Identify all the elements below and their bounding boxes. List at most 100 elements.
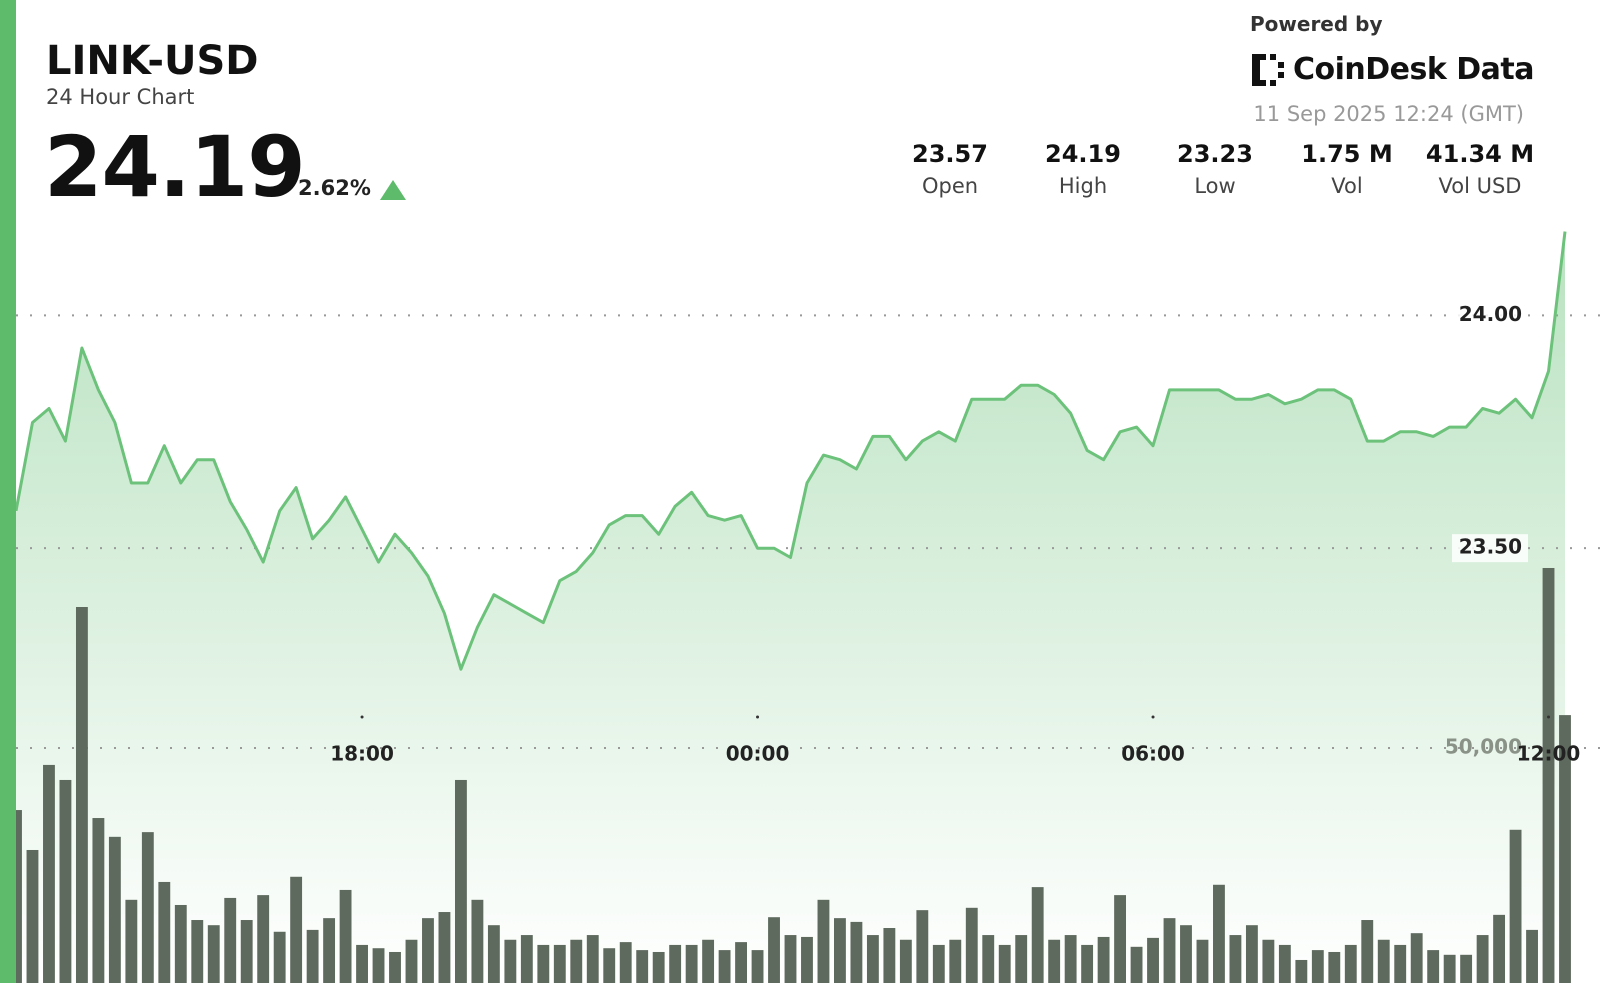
- volume-bar: [949, 939, 962, 983]
- volume-bar: [207, 925, 220, 983]
- volume-bar: [125, 899, 138, 983]
- volume-bar: [1097, 936, 1110, 983]
- volume-bar: [586, 935, 599, 983]
- stat-value: 1.75 M: [1301, 140, 1393, 168]
- volume-bar: [306, 929, 319, 983]
- stat-value: 24.19: [1045, 140, 1121, 168]
- volume-bar: [1229, 935, 1242, 983]
- accent-stripe: [0, 0, 16, 983]
- brand-logo: [1252, 54, 1284, 86]
- volume-bar: [735, 942, 747, 983]
- volume-bar: [768, 917, 780, 983]
- volume-bar: [1344, 944, 1357, 983]
- stat-label: Open: [921, 174, 979, 198]
- volume-bar: [92, 818, 105, 983]
- volume-bar: [537, 944, 550, 983]
- volume-bar: [438, 912, 451, 983]
- volume-bar: [1130, 946, 1143, 983]
- title: LINK-USD: [46, 38, 259, 84]
- volume-bar: [372, 948, 385, 983]
- volume-bar: [1147, 937, 1159, 983]
- volume-bar: [174, 904, 187, 983]
- volume-bar: [850, 921, 863, 983]
- volume-bar: [108, 836, 121, 983]
- volume-bar: [1460, 954, 1473, 983]
- volume-bar: [784, 935, 797, 983]
- volume-bar: [718, 950, 731, 983]
- volume-bar: [619, 942, 632, 983]
- volume-bar: [504, 939, 517, 983]
- volume-bar: [1262, 939, 1275, 983]
- volume-bar: [273, 931, 286, 983]
- brand: CoinDesk Data: [1293, 52, 1535, 87]
- background-layer: [16, 231, 1600, 983]
- volume-bar: [487, 925, 500, 983]
- volume-bar: [801, 936, 813, 983]
- x-tick-label: 18:00: [330, 742, 394, 766]
- volume-bar: [834, 918, 846, 983]
- volume-bar: [932, 944, 945, 983]
- volume-bar: [866, 935, 879, 983]
- volume-bar: [1311, 950, 1324, 983]
- volume-bar: [965, 907, 978, 983]
- volume-bar: [520, 935, 533, 983]
- volume-bar: [257, 895, 270, 983]
- stat-label: Vol USD: [1438, 174, 1522, 198]
- volume-bar: [323, 918, 336, 983]
- volume-bar: [998, 944, 1011, 983]
- volume-bar: [1493, 914, 1506, 983]
- stat-label: Low: [1194, 174, 1236, 198]
- x-tick-mark: [1547, 715, 1551, 719]
- tick-label-bg: [1452, 301, 1528, 330]
- volume-bar: [1559, 715, 1571, 983]
- volume-bar: [751, 950, 764, 983]
- price: 24.19: [44, 118, 306, 216]
- volume-bar: [1015, 935, 1028, 983]
- volume-bar: [1048, 939, 1061, 983]
- subtitle: 24 Hour Chart: [46, 85, 195, 109]
- volume-bar: [1114, 895, 1127, 983]
- volume-bar: [1410, 933, 1423, 983]
- volume-bar: [1064, 935, 1077, 983]
- volume-bar: [389, 951, 401, 983]
- volume-bar: [1361, 920, 1374, 983]
- volume-bar: [240, 920, 253, 983]
- x-tick-label: 06:00: [1121, 742, 1185, 766]
- volume-bar: [603, 948, 616, 983]
- volume-bar: [471, 899, 484, 983]
- volume-bar: [1213, 884, 1225, 983]
- volume-bar: [1245, 925, 1258, 983]
- volume-bar: [422, 918, 434, 983]
- y2-tick-label: 50,000: [1445, 735, 1522, 759]
- volume-bar: [43, 764, 55, 983]
- volume-bar: [1542, 567, 1555, 983]
- volume-bar: [158, 881, 171, 983]
- volume-bar: [191, 920, 204, 983]
- volume-bar: [59, 779, 72, 983]
- x-tick-mark: [360, 715, 364, 719]
- x-tick-mark: [756, 715, 760, 719]
- volume-bar: [1180, 925, 1192, 983]
- volume-bar: [405, 939, 418, 983]
- volume-bar: [570, 939, 583, 983]
- volume-bar: [339, 889, 352, 983]
- volume-bar: [1196, 939, 1209, 983]
- volume-bar: [1163, 918, 1176, 983]
- volume-layer: [10, 567, 1571, 983]
- volume-bar: [553, 944, 566, 983]
- volume-bar: [141, 832, 154, 983]
- up-arrow: [380, 180, 406, 200]
- stat-value: 23.23: [1177, 140, 1253, 168]
- volume-bar: [669, 944, 682, 983]
- stat-label: Vol: [1331, 174, 1363, 198]
- timestamp: 11 Sep 2025 12:24 (GMT): [1253, 102, 1524, 126]
- volume-bar: [1081, 944, 1094, 983]
- volume-bar: [899, 939, 912, 983]
- volume-bar: [1526, 929, 1538, 983]
- volume-bar: [1278, 944, 1291, 983]
- stat-label: High: [1058, 174, 1108, 198]
- volume-bar: [817, 899, 830, 983]
- volume-bar: [1509, 829, 1522, 983]
- volume-bar: [883, 928, 896, 983]
